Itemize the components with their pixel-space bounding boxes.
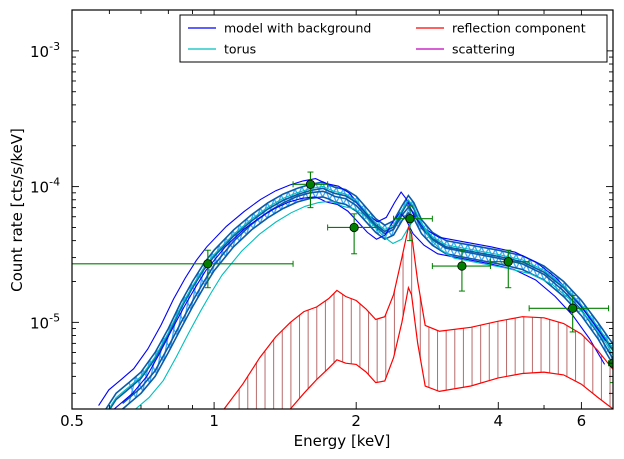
model-hatch-line xyxy=(245,213,255,235)
y-tick-exponent: -3 xyxy=(49,40,60,53)
x-tick-label: 4 xyxy=(494,412,504,430)
model-hatch-line xyxy=(584,314,593,322)
reflection-band xyxy=(238,234,611,409)
x-axis-label: Energy [keV] xyxy=(294,432,391,450)
model-hatch-line xyxy=(218,237,227,266)
data-point xyxy=(457,261,467,271)
legend-label: scattering xyxy=(452,42,515,57)
data-point xyxy=(568,303,578,313)
model-lower-line xyxy=(113,196,606,409)
model-band-edge xyxy=(122,196,613,409)
legend-label: model with background xyxy=(224,21,371,36)
model-hatch-line xyxy=(321,184,331,198)
model-band-edge xyxy=(105,181,613,409)
data-point xyxy=(203,259,213,269)
y-tick-label: 10-4 xyxy=(30,176,60,197)
model-upper-line xyxy=(98,178,607,406)
data-points xyxy=(72,171,613,384)
torus-upper-line xyxy=(108,185,613,409)
y-tick-label: 10-3 xyxy=(30,40,60,61)
x-tick-label: 2 xyxy=(351,412,361,430)
model-hatch-line xyxy=(335,188,344,203)
y-tick-label: 10-5 xyxy=(30,311,60,332)
reflection-lower-line xyxy=(289,285,613,409)
y-tick-exponent: -4 xyxy=(49,176,60,189)
model-hatch-line xyxy=(280,191,289,210)
y-tick-base: 10 xyxy=(30,179,49,197)
plot-frame xyxy=(71,9,614,410)
data-point xyxy=(405,214,415,224)
y-tick-exponent: -5 xyxy=(49,311,60,324)
reflection-upper-line xyxy=(223,225,613,409)
axis-ticks xyxy=(71,9,614,409)
x-tick-label: 1 xyxy=(209,412,219,430)
data-point xyxy=(305,179,316,189)
model-hatch-line xyxy=(266,199,275,219)
y-tick-labels: 10-510-410-3 xyxy=(30,40,60,332)
model-hatch-line xyxy=(252,208,261,229)
plot-area xyxy=(72,171,613,409)
data-point xyxy=(503,257,513,267)
model-hatch-line xyxy=(591,323,600,332)
legend-label: reflection component xyxy=(452,21,586,36)
model-band-edge xyxy=(108,187,613,409)
model-hatch-line xyxy=(128,376,137,404)
torus-lower-line xyxy=(134,200,613,409)
x-tick-label: 0.5 xyxy=(60,412,84,430)
y-axis-label: Count rate [cts/s/keV] xyxy=(8,128,26,292)
model-hatch-line xyxy=(273,195,282,215)
model-hatch-line xyxy=(259,203,268,224)
x-tick-labels: 0.5 1 2 4 6 xyxy=(60,412,586,430)
legend: model with background reflection componen… xyxy=(179,14,608,63)
model-hatch-line xyxy=(342,192,351,205)
y-tick-base: 10 xyxy=(30,314,49,332)
legend-label: torus xyxy=(224,42,256,57)
x-tick-label: 6 xyxy=(577,412,587,430)
model-band-edge xyxy=(122,190,613,405)
legend-box xyxy=(179,14,608,63)
model-hatch-line xyxy=(577,305,586,313)
model-hatch-line xyxy=(349,196,358,208)
model-hatch-line xyxy=(135,369,144,398)
y-tick-base: 10 xyxy=(30,43,49,61)
model-band-bounds xyxy=(105,181,613,409)
data-point xyxy=(349,222,359,233)
